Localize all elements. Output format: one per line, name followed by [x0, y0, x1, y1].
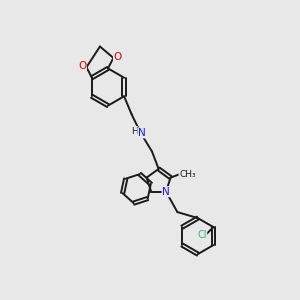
Text: O: O: [78, 61, 86, 71]
Text: CH₃: CH₃: [179, 169, 196, 178]
Text: O: O: [113, 52, 122, 62]
Text: Cl: Cl: [197, 230, 207, 240]
Text: H: H: [130, 127, 137, 136]
Text: N: N: [162, 187, 170, 197]
Text: N: N: [138, 128, 146, 138]
